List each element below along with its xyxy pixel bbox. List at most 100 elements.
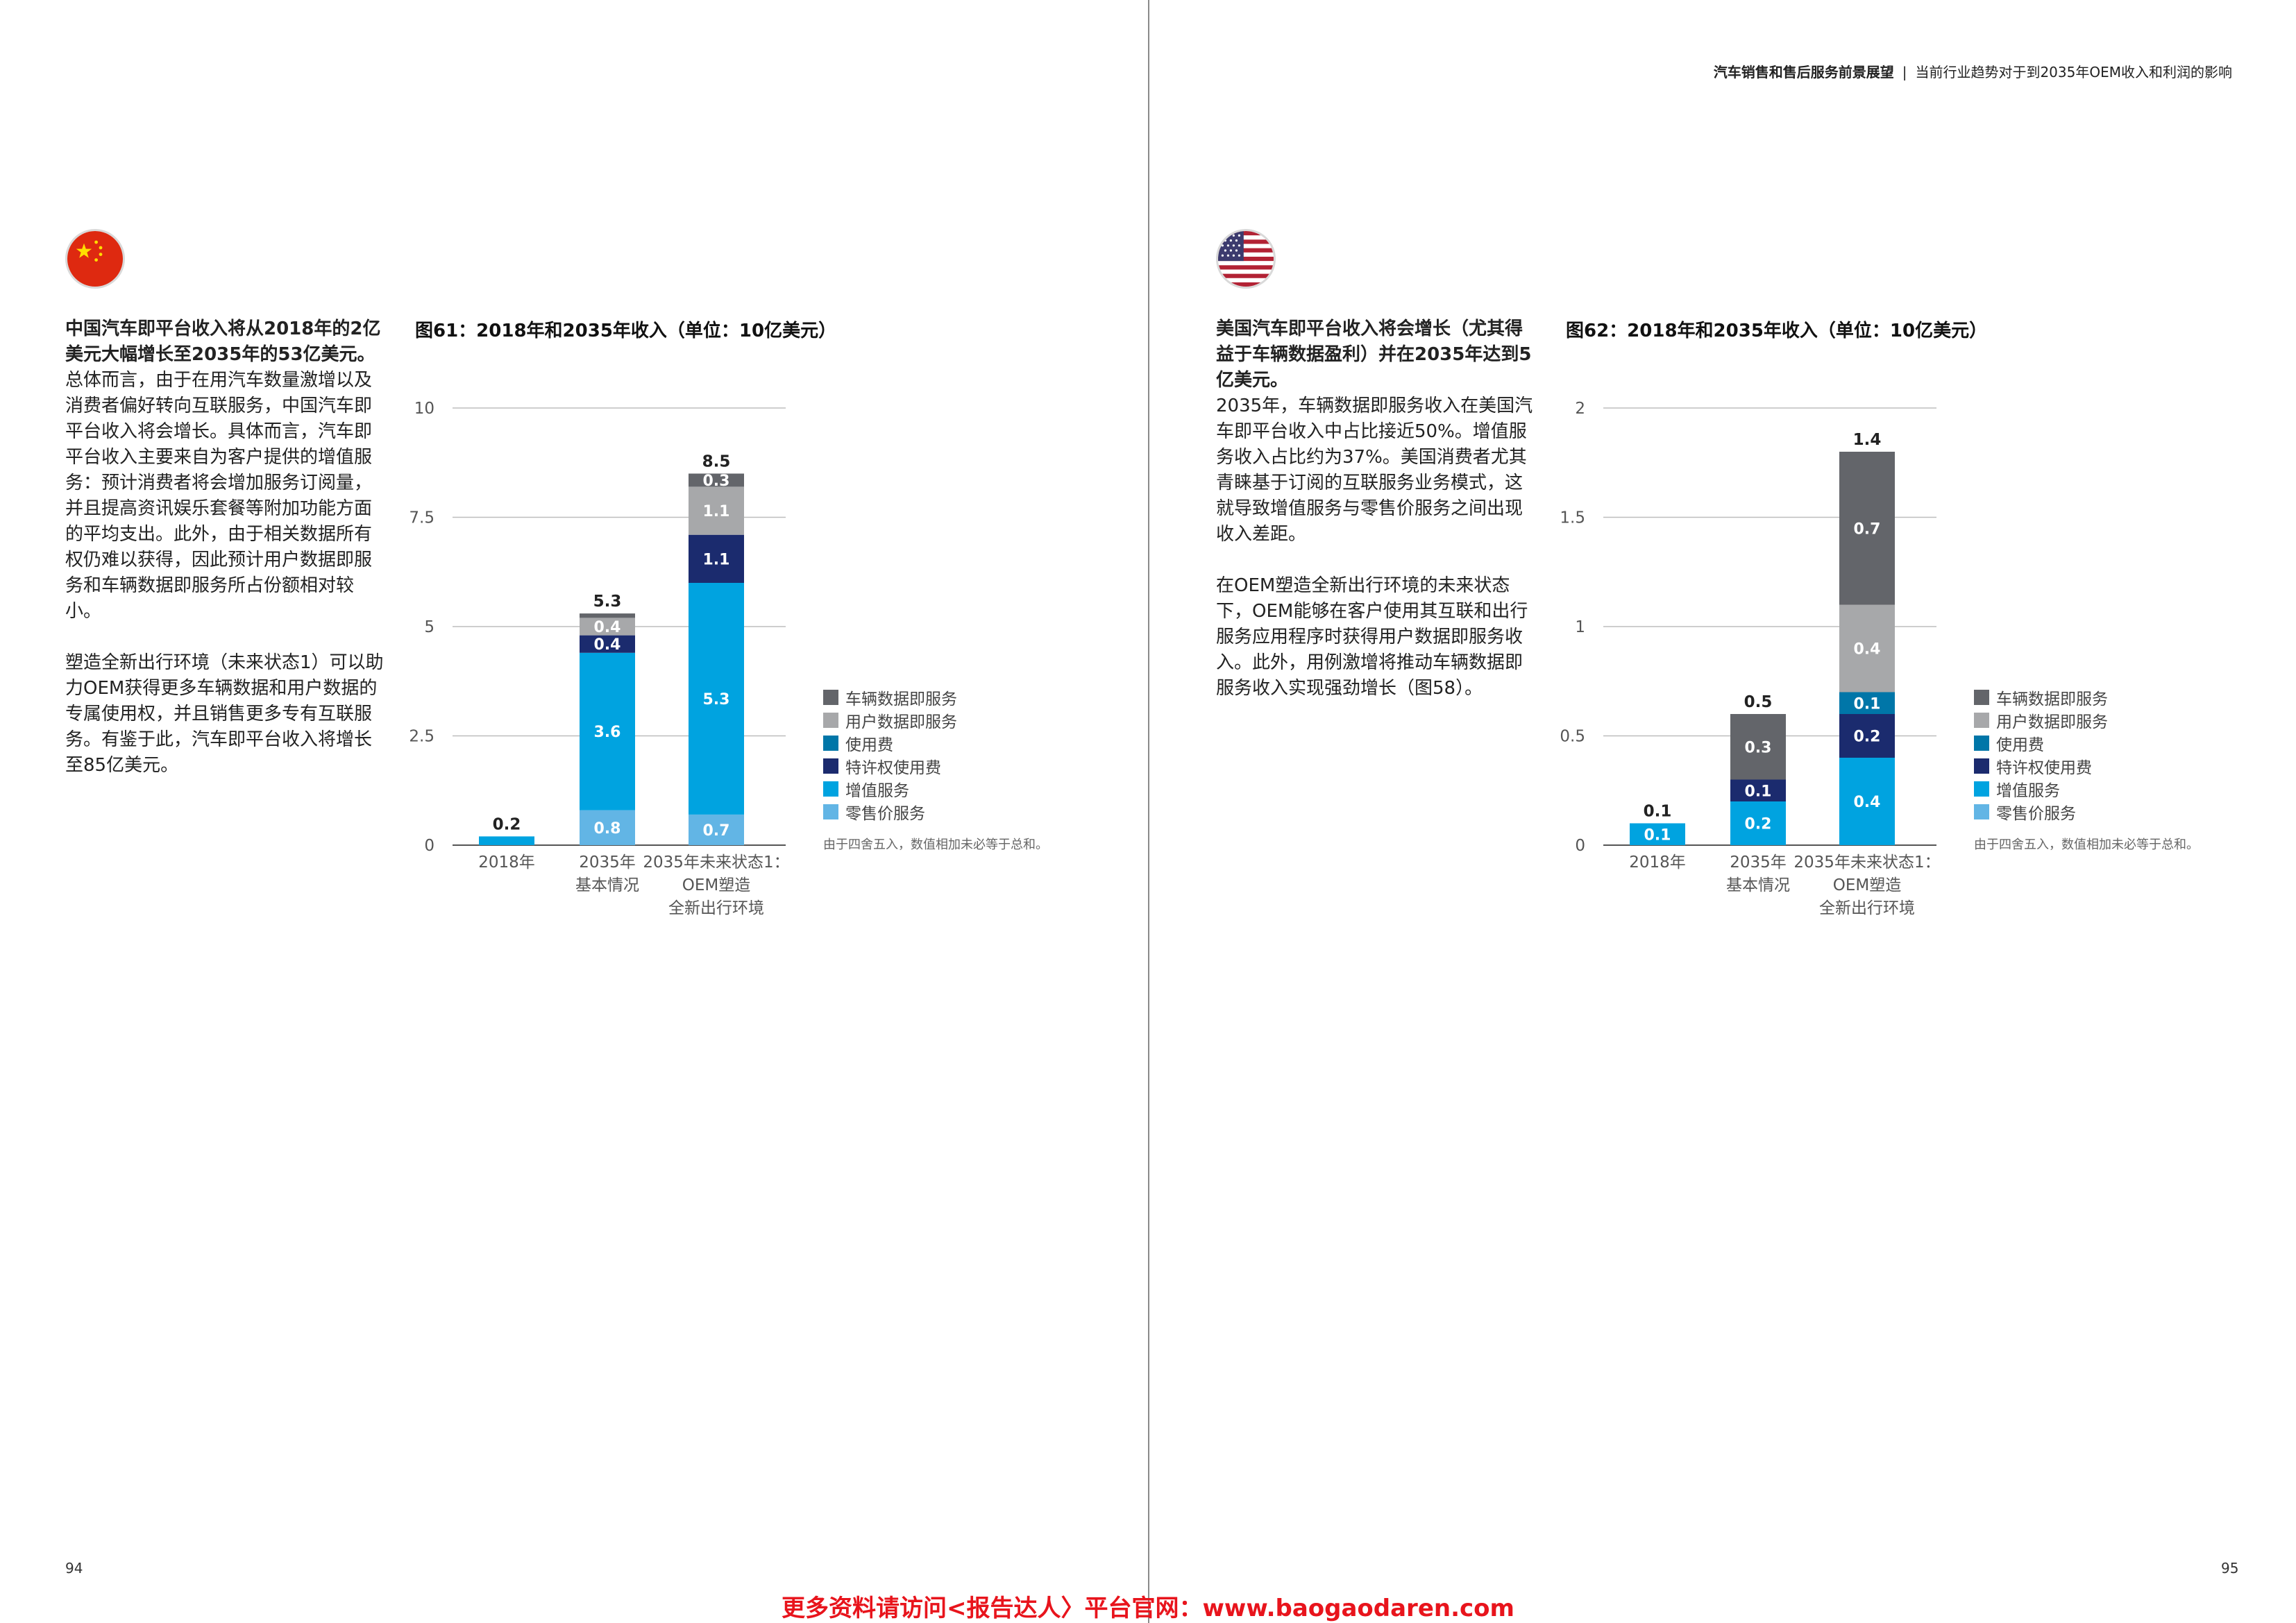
china-flag-svg [67,231,123,287]
left-paragraph-2: 塑造全新出行环境（未来状态1）可以助力OEM获得更多车辆数据和用户数据的专属使用… [65,652,384,776]
legend-label: 零售价服务 [1996,804,2076,823]
bar-segment-label: 0.4 [594,636,621,654]
legend-item: 零售价服务 [1974,800,2108,823]
legend-label: 用户数据即服务 [845,713,957,731]
legend-item: 使用费 [823,731,957,754]
figure-62-chart: 0 0.5 1 1.5 2 0.1 0.1 2018年 0.2 0.1 0.3 0.5 2035年 基本情… [1539,375,1970,933]
page-spine [1148,0,1149,1623]
footer-watermark: 更多资料请访问<报告达人〉平台官网：www.baogaodaren.com [782,1595,1514,1622]
bar-segment-label: 1.1 [703,551,730,568]
bar-segment-label: 0.8 [594,820,621,838]
right-text-column: 美国汽车即平台收入将会增长（尤其得益于车辆数据盈利）并在2035年达到5亿美元。… [1216,316,1535,727]
bar-segment [580,635,635,653]
bar-segment-label: 0.2 [1854,729,1881,746]
legend-swatch [823,689,838,705]
bar-segment [1630,823,1685,845]
right-paragraph-2: 在OEM塑造全新出行环境的未来状态下，OEM能够在客户使用其互联和出行服务应用程… [1216,575,1528,699]
header-separator: | [1902,64,1907,80]
chart-svg: 0 2.5 5 7.5 10 0.2 2018年 0.8 3.6 0.40.4 5.3 2035年基本… [409,400,789,917]
bar-segment-label: 0.4 [1854,641,1881,658]
figure-62-title: 图62：2018年和2035年收入（单位：10亿美元） [1566,321,1988,341]
x-category-label: 2035年 [1730,853,1787,872]
legend-swatch [823,758,838,774]
bar-segment-label: 0.4 [1854,794,1881,811]
legend-item: 用户数据即服务 [823,708,957,731]
figure-62-note: 由于四舍五入，数值相加未必等于总和。 [1974,838,2199,852]
page-number-left: 94 [65,1560,83,1577]
figure-62-legend: 车辆数据即服务 用户数据即服务 使用费 特许权使用费 增值服务 零售价服务 [1974,686,2108,823]
legend-item: 车辆数据即服务 [823,686,957,708]
bar-segment-label: 0.1 [1745,783,1772,800]
bar-segment [580,618,635,636]
header-bold: 汽车销售和售后服务前景展望 [1713,64,1894,80]
legend-item: 特许权使用费 [823,754,957,777]
x-category-label: OEM塑造 [1833,876,1901,894]
running-header: 汽车销售和售后服务前景展望 | 当前行业趋势对于到2035年OEM收入和利润的影响 [1714,61,2232,81]
legend-label: 增值服务 [845,781,909,800]
bar-segment [1839,714,1895,758]
x-category-label: 2035年 [579,853,636,872]
legend-item: 使用费 [1974,731,2108,754]
bar-segment [1839,452,1895,605]
legend-swatch [823,735,838,751]
x-category-label: 2018年 [478,853,535,872]
y-tick-label: 10 [414,400,434,418]
legend-label: 零售价服务 [845,804,925,823]
bar-segment-label: 0.3 [1745,739,1772,756]
bar-total-label: 0.2 [493,815,521,833]
legend-swatch [1974,781,1989,797]
legend-item: 增值服务 [823,777,957,800]
left-text-column: 中国汽车即平台收入将从2018年的2亿美元大幅增长至2035年的53亿美元。 总… [65,316,385,804]
y-tick-label: 7.5 [409,509,434,527]
bar-segment [479,836,534,845]
chart-svg: 0 0.5 1 1.5 2 0.1 0.1 2018年 0.2 0.1 0.3 0.5 2035年基本情… [1560,400,1940,917]
bar-segment [1730,714,1786,780]
legend-label: 特许权使用费 [1996,758,2092,777]
legend-label: 特许权使用费 [845,758,941,777]
bar-segment [689,814,744,845]
legend-swatch [1974,735,1989,751]
y-tick-label: 0 [424,837,434,855]
bar-segment-label: 5.3 [703,691,730,708]
bar-segment-label: 0.7 [703,822,730,840]
bar-segment [689,473,744,487]
legend-swatch [1974,804,1989,819]
bar-segment [1730,801,1786,845]
x-category-label: 2018年 [1629,853,1686,872]
figure-61-chart: 0 2.5 5 7.5 10 0.2 2018年 0.8 3.6 0.4 0.4 5.3 2035年 基本… [389,375,819,933]
x-category-label: 2035年未来状态1： [1793,853,1940,872]
x-category-label: 基本情况 [575,876,639,894]
bar-segment-label: 0.4 [594,619,621,636]
header-rest: 当前行业趋势对于到2035年OEM收入和利润的影响 [1915,64,2232,80]
bar-segment-label: 0.1 [1854,695,1881,713]
bar-segment [689,534,744,583]
bar-segment [580,613,635,618]
bar-total-label: 0.1 [1644,803,1672,821]
bar-segment-label: 0.1 [1644,826,1671,844]
bar-segment [689,583,744,815]
legend-label: 使用费 [845,736,893,754]
bar-total-label: 1.4 [1853,431,1882,449]
bar-segment-label: 1.1 [703,503,730,520]
legend-swatch [823,781,838,797]
x-category-label: OEM塑造 [682,876,750,894]
bar-segment-label: 0.7 [1854,520,1881,538]
bar-segment-label: 0.2 [1745,816,1772,833]
right-paragraph-1: 2035年，车辆数据即服务收入在美国汽车即平台收入中占比接近50%。增值服务收入… [1216,396,1533,545]
figure-61-legend: 车辆数据即服务用户数据即服务 使用费特许权使用费 增值服务零售价服务 [823,686,957,823]
bar-segment [580,652,635,810]
legend-swatch [1974,758,1989,774]
y-tick-label: 2.5 [409,728,434,746]
bar-total-label: 8.5 [702,453,731,471]
y-tick-label: 0 [1575,837,1585,855]
legend-item: 零售价服务 [823,800,957,823]
y-tick-label: 1.5 [1560,509,1585,527]
china-flag-icon [65,229,125,289]
legend-label: 用户数据即服务 [1996,713,2108,731]
bar-segment-label: 0.3 [703,473,730,490]
legend-swatch [1974,712,1989,728]
x-category-label: 全新出行环境 [1819,899,1915,917]
legend-item: 增值服务 [1974,777,2108,800]
left-paragraph-1: 总体而言，由于在用汽车数量激增以及消费者偏好转向互联服务，中国汽车即平台收入将会… [65,370,373,622]
y-tick-label: 0.5 [1560,728,1585,746]
